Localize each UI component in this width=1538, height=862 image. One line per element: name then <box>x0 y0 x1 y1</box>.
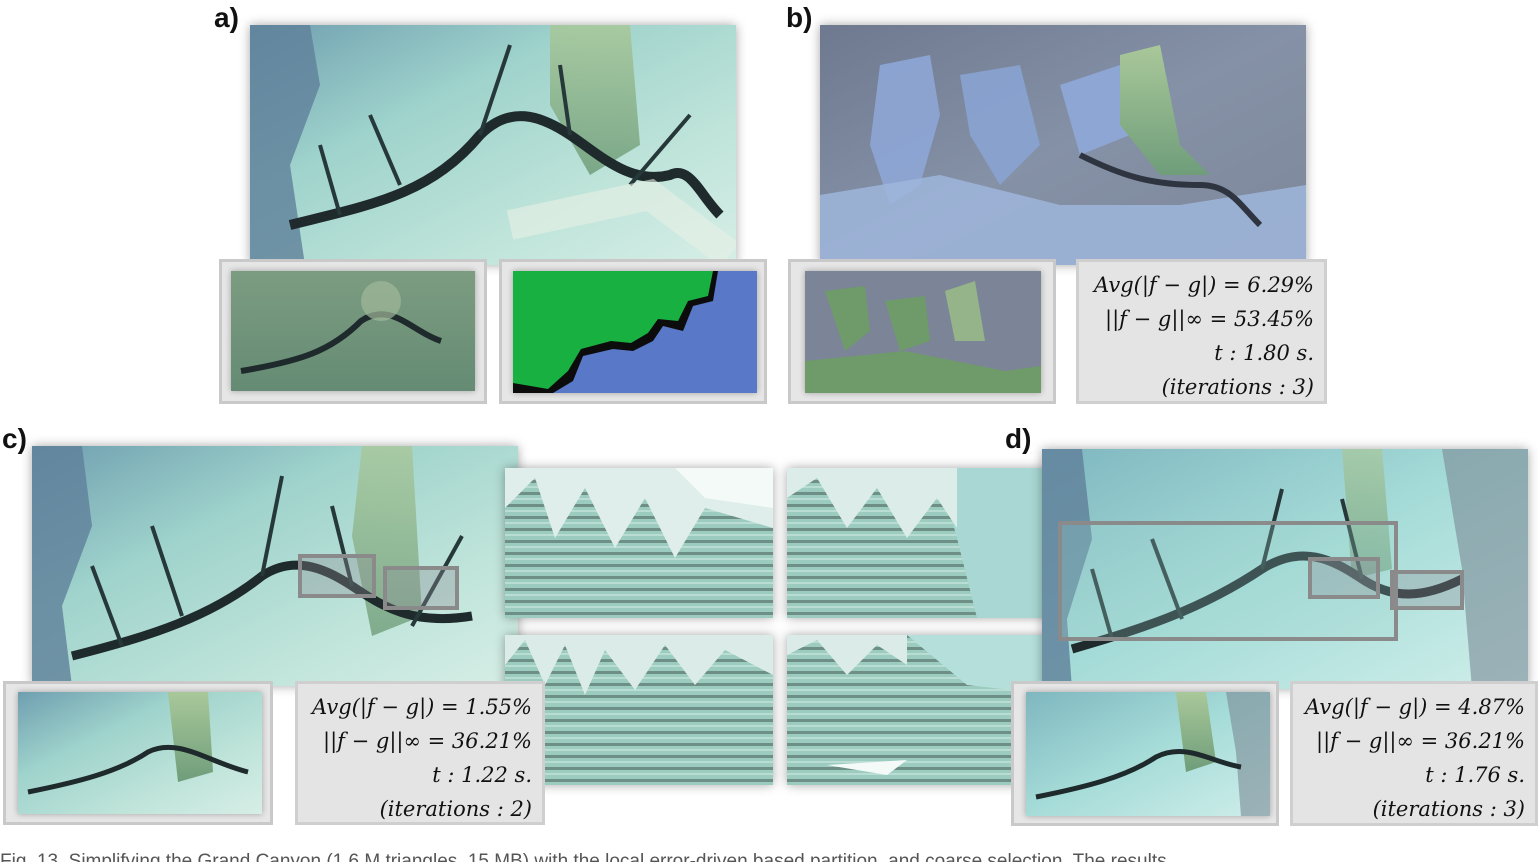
figure-caption: Fig. 13. Simplifying the Grand Canyon (1… <box>0 851 1167 862</box>
zoom-region-d-large <box>1058 521 1398 641</box>
stat-avg-error: Avg(|f − g|) = 1.55% <box>312 695 532 719</box>
stat-max-error: ||f − g||∞ = 36.21% <box>1316 729 1525 753</box>
frame-d-partition <box>1011 681 1279 826</box>
stat-iterations: (iterations : 2) <box>379 797 532 821</box>
zoom-region-c-1 <box>298 554 376 598</box>
closeup-d-bottom <box>787 635 1055 785</box>
stat-time: t : 1.22 s. <box>432 763 532 787</box>
stat-avg-error: Avg(|f − g|) = 4.87% <box>1305 695 1525 719</box>
stat-max-error: ||f − g||∞ = 36.21% <box>323 729 532 753</box>
stat-iterations: (iterations : 3) <box>1161 375 1314 399</box>
mask-image-a <box>513 271 757 393</box>
terrain-partition-d <box>1026 692 1270 816</box>
terrain-render-b <box>820 25 1306 265</box>
stats-box-b: Avg(|f − g|) = 6.29% ||f − g||∞ = 53.45%… <box>1076 259 1327 404</box>
panel-label-c: c) <box>2 423 27 454</box>
closeup-c-bottom <box>505 635 773 785</box>
stats-box-d: Avg(|f − g|) = 4.87% ||f − g||∞ = 36.21%… <box>1290 681 1538 826</box>
terrain-render-a <box>250 25 736 265</box>
panel-label-a: a) <box>214 2 239 33</box>
terrain-partition-b <box>805 271 1041 393</box>
panel-label-b: b) <box>786 2 813 33</box>
terrain-partition-a <box>231 271 475 391</box>
panel-label-d: d) <box>1005 423 1032 454</box>
zoom-region-c-2 <box>383 566 459 610</box>
stat-max-error: ||f − g||∞ = 53.45% <box>1105 307 1314 331</box>
frame-a-mask <box>499 259 767 404</box>
zoom-region-d-1 <box>1308 557 1380 599</box>
stat-time: t : 1.76 s. <box>1425 763 1525 787</box>
stat-avg-error: Avg(|f − g|) = 6.29% <box>1094 273 1314 297</box>
terrain-render-d <box>1042 449 1528 689</box>
closeup-c-top <box>505 468 773 618</box>
frame-a-partition <box>219 259 487 404</box>
stat-time: t : 1.80 s. <box>1214 341 1314 365</box>
frame-c-partition <box>3 681 273 825</box>
zoom-region-d-2 <box>1390 570 1464 610</box>
frame-b-partition <box>788 259 1056 404</box>
closeup-d-top <box>787 468 1055 618</box>
stats-box-c: Avg(|f − g|) = 1.55% ||f − g||∞ = 36.21%… <box>295 681 545 825</box>
terrain-partition-c <box>18 692 262 814</box>
stat-iterations: (iterations : 3) <box>1372 797 1525 821</box>
